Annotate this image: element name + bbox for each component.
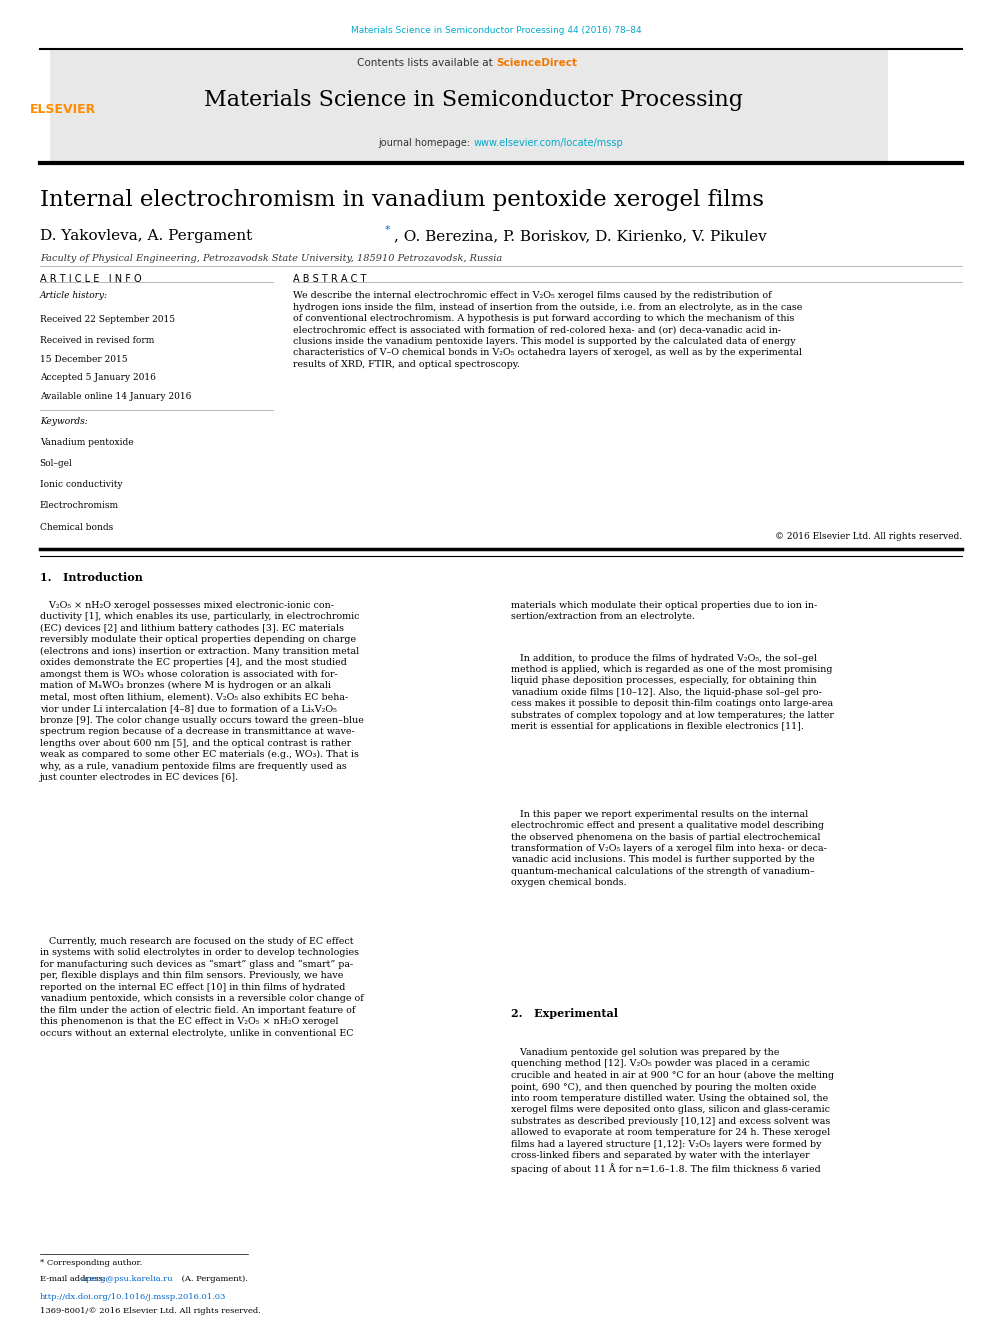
Text: Chemical bonds: Chemical bonds (40, 523, 113, 532)
Text: In this paper we report experimental results on the internal
electrochromic effe: In this paper we report experimental res… (511, 810, 826, 888)
Text: materials which modulate their optical properties due to ion in-
sertion/extract: materials which modulate their optical p… (511, 601, 817, 620)
Text: Faculty of Physical Engineering, Petrozavodsk State University, 185910 Petrozavo: Faculty of Physical Engineering, Petroza… (40, 254, 502, 263)
Text: A B S T R A C T: A B S T R A C T (293, 274, 366, 284)
Text: Contents lists available at: Contents lists available at (357, 58, 496, 69)
Text: Article history:: Article history: (40, 291, 108, 300)
Text: In addition, to produce the films of hydrated V₂O₅, the sol–gel
method is applie: In addition, to produce the films of hyd… (511, 654, 833, 732)
Text: ScienceDirect: ScienceDirect (496, 58, 577, 69)
Text: E-mail address:: E-mail address: (40, 1275, 108, 1283)
Text: , O. Berezina, P. Boriskov, D. Kirienko, V. Pikulev: , O. Berezina, P. Boriskov, D. Kirienko,… (394, 229, 767, 243)
Text: *: * (385, 225, 391, 235)
Text: Received in revised form: Received in revised form (40, 336, 154, 345)
Text: A R T I C L E   I N F O: A R T I C L E I N F O (40, 274, 141, 284)
Text: Accepted 5 January 2016: Accepted 5 January 2016 (40, 373, 156, 382)
Text: Electrochromism: Electrochromism (40, 501, 119, 511)
Text: 15 December 2015: 15 December 2015 (40, 355, 127, 364)
Text: 1.   Introduction: 1. Introduction (40, 572, 143, 582)
Text: Internal electrochromism in vanadium pentoxide xerogel films: Internal electrochromism in vanadium pen… (40, 189, 764, 212)
Text: Materials Science in Semiconductor Processing 44 (2016) 78–84: Materials Science in Semiconductor Proce… (351, 26, 641, 36)
Text: 2.   Experimental: 2. Experimental (511, 1008, 618, 1019)
Text: Keywords:: Keywords: (40, 417, 87, 426)
Text: journal homepage:: journal homepage: (378, 138, 473, 148)
Text: (A. Pergament).: (A. Pergament). (179, 1275, 247, 1283)
Text: aperg@psu.karelia.ru: aperg@psu.karelia.ru (81, 1275, 173, 1283)
Text: 1369-8001/© 2016 Elsevier Ltd. All rights reserved.: 1369-8001/© 2016 Elsevier Ltd. All right… (40, 1307, 261, 1315)
Text: We describe the internal electrochromic effect in V₂O₅ xerogel films caused by t: We describe the internal electrochromic … (293, 291, 802, 369)
Bar (50, 50, 888, 161)
Text: Materials Science in Semiconductor Processing: Materials Science in Semiconductor Proce… (203, 89, 743, 111)
Text: http://dx.doi.org/10.1016/j.mssp.2016.01.03: http://dx.doi.org/10.1016/j.mssp.2016.01… (40, 1293, 226, 1301)
Text: Vanadium pentoxide gel solution was prepared by the
quenching method [12]. V₂O₅ : Vanadium pentoxide gel solution was prep… (511, 1048, 834, 1174)
Text: Sol–gel: Sol–gel (40, 459, 72, 468)
Text: Ionic conductivity: Ionic conductivity (40, 480, 122, 490)
Text: * Corresponding author.: * Corresponding author. (40, 1259, 142, 1267)
Text: V₂O₅ × nH₂O xerogel possesses mixed electronic-ionic con-
ductivity [1], which e: V₂O₅ × nH₂O xerogel possesses mixed elec… (40, 601, 363, 782)
Text: D. Yakovleva, A. Pergament: D. Yakovleva, A. Pergament (40, 229, 252, 243)
Text: Received 22 September 2015: Received 22 September 2015 (40, 315, 175, 324)
Text: ELSEVIER: ELSEVIER (30, 103, 96, 116)
Text: Vanadium pentoxide: Vanadium pentoxide (40, 438, 133, 447)
Text: www.elsevier.com/locate/mssp: www.elsevier.com/locate/mssp (473, 138, 623, 148)
Text: Currently, much research are focused on the study of EC effect
in systems with s: Currently, much research are focused on … (40, 937, 363, 1037)
Text: © 2016 Elsevier Ltd. All rights reserved.: © 2016 Elsevier Ltd. All rights reserved… (775, 532, 962, 541)
Text: Available online 14 January 2016: Available online 14 January 2016 (40, 392, 191, 401)
